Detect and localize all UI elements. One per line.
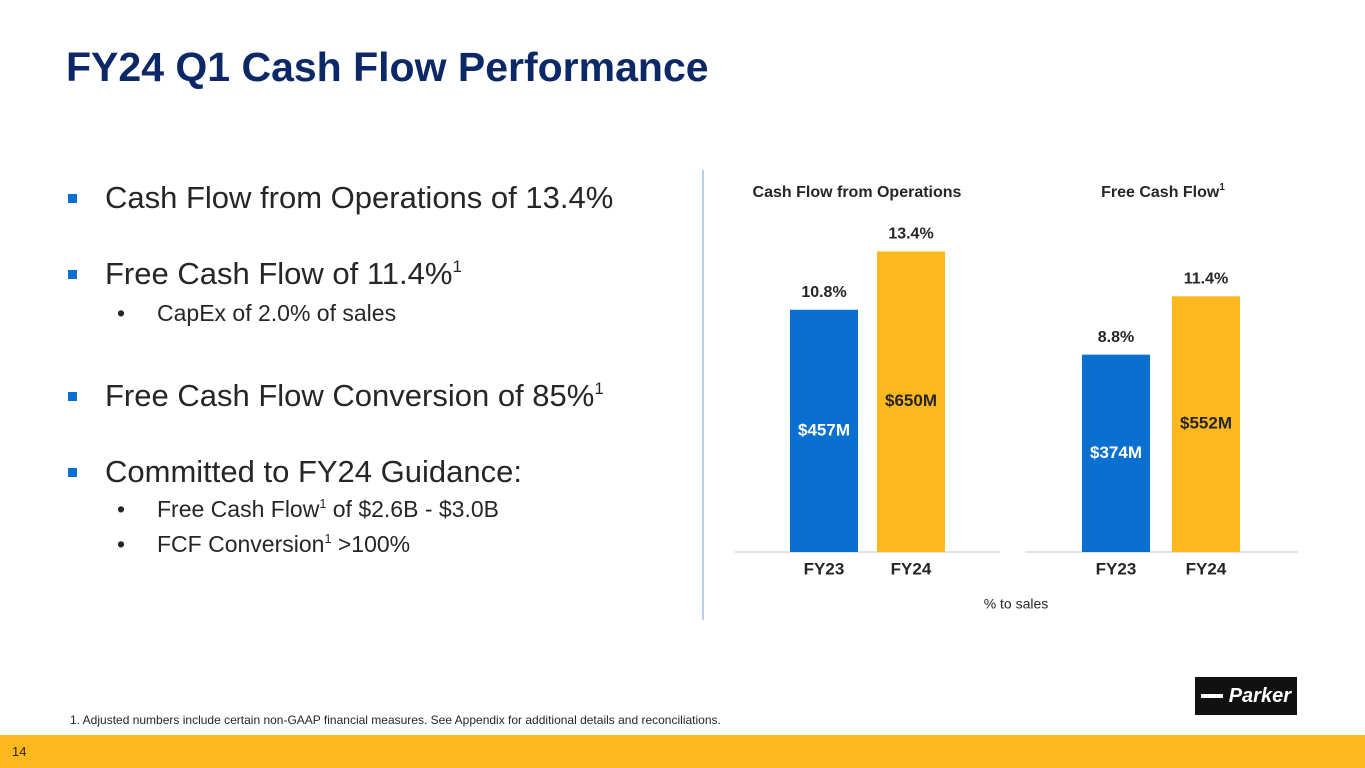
amount-label: $650M xyxy=(885,391,937,410)
charts: % to sales Cash Flow from Operations 10.8… xyxy=(702,170,1298,620)
page-number: 14 xyxy=(12,744,27,759)
value-label: 13.4% xyxy=(888,226,933,243)
bullet-text: Free Cash Flow Conversion of 85% xyxy=(105,378,595,413)
bullet: FCF Conversion1 >100% xyxy=(117,531,411,558)
chart-title-note: 1 xyxy=(1219,182,1225,193)
bar xyxy=(1172,296,1240,552)
superscript: 1 xyxy=(594,379,604,399)
x-tick-label: FY23 xyxy=(804,559,845,578)
bullet-text: Cash Flow from Operations of 13.4% xyxy=(105,180,614,215)
bullet: Free Cash Flow of 11.4%1 xyxy=(68,256,462,292)
x-tick-label: FY24 xyxy=(1186,559,1227,578)
bullet-text: FCF Conversion xyxy=(157,531,325,557)
amount-label: $374M xyxy=(1090,443,1142,462)
chart-title: Free Cash Flow1 xyxy=(1101,182,1225,202)
chart-title-text: Free Cash Flow xyxy=(1101,184,1220,201)
chart-title-text: Cash Flow from Operations xyxy=(753,184,962,201)
amount-label: $457M xyxy=(798,420,850,439)
bar xyxy=(877,251,945,552)
bar xyxy=(790,309,858,552)
footnote: 1. Adjusted numbers include certain non-… xyxy=(70,713,721,727)
x-tick-label: FY24 xyxy=(891,559,932,578)
bullet-text: of $2.6B - $3.0B xyxy=(326,496,499,522)
slide-title: FY24 Q1 Cash Flow Performance xyxy=(66,44,709,90)
value-label: 8.8% xyxy=(1098,329,1134,346)
bar xyxy=(1082,354,1150,552)
bullet: Free Cash Flow Conversion of 85%1 xyxy=(68,378,604,414)
value-label: 11.4% xyxy=(1184,271,1228,288)
bullet-text: >100% xyxy=(331,531,411,557)
bullet-text: Free Cash Flow of 11.4% xyxy=(105,256,453,291)
bullet-text: Free Cash Flow xyxy=(157,496,320,522)
bullet: Cash Flow from Operations of 13.4% xyxy=(67,180,614,216)
superscript: 1 xyxy=(319,497,327,512)
chart-title: Cash Flow from Operations xyxy=(753,184,962,201)
x-tick-label: FY23 xyxy=(1096,559,1137,578)
bottom-bar: 14 xyxy=(0,735,1365,768)
value-label: 10.8% xyxy=(801,284,846,301)
amount-label: $552M xyxy=(1180,414,1232,433)
bullet: Committed to FY24 Guidance: xyxy=(68,454,522,490)
logo: Parker xyxy=(1195,677,1297,715)
bullet: CapEx of 2.0% of sales xyxy=(117,300,397,327)
chart-note: % to sales xyxy=(984,596,1049,612)
bullet-text: CapEx of 2.0% of sales xyxy=(157,300,397,326)
superscript: 1 xyxy=(324,532,332,547)
bullet: Free Cash Flow1 of $2.6B - $3.0B xyxy=(117,496,499,523)
superscript: 1 xyxy=(452,257,462,277)
bullet-text: Committed to FY24 Guidance: xyxy=(105,454,522,489)
